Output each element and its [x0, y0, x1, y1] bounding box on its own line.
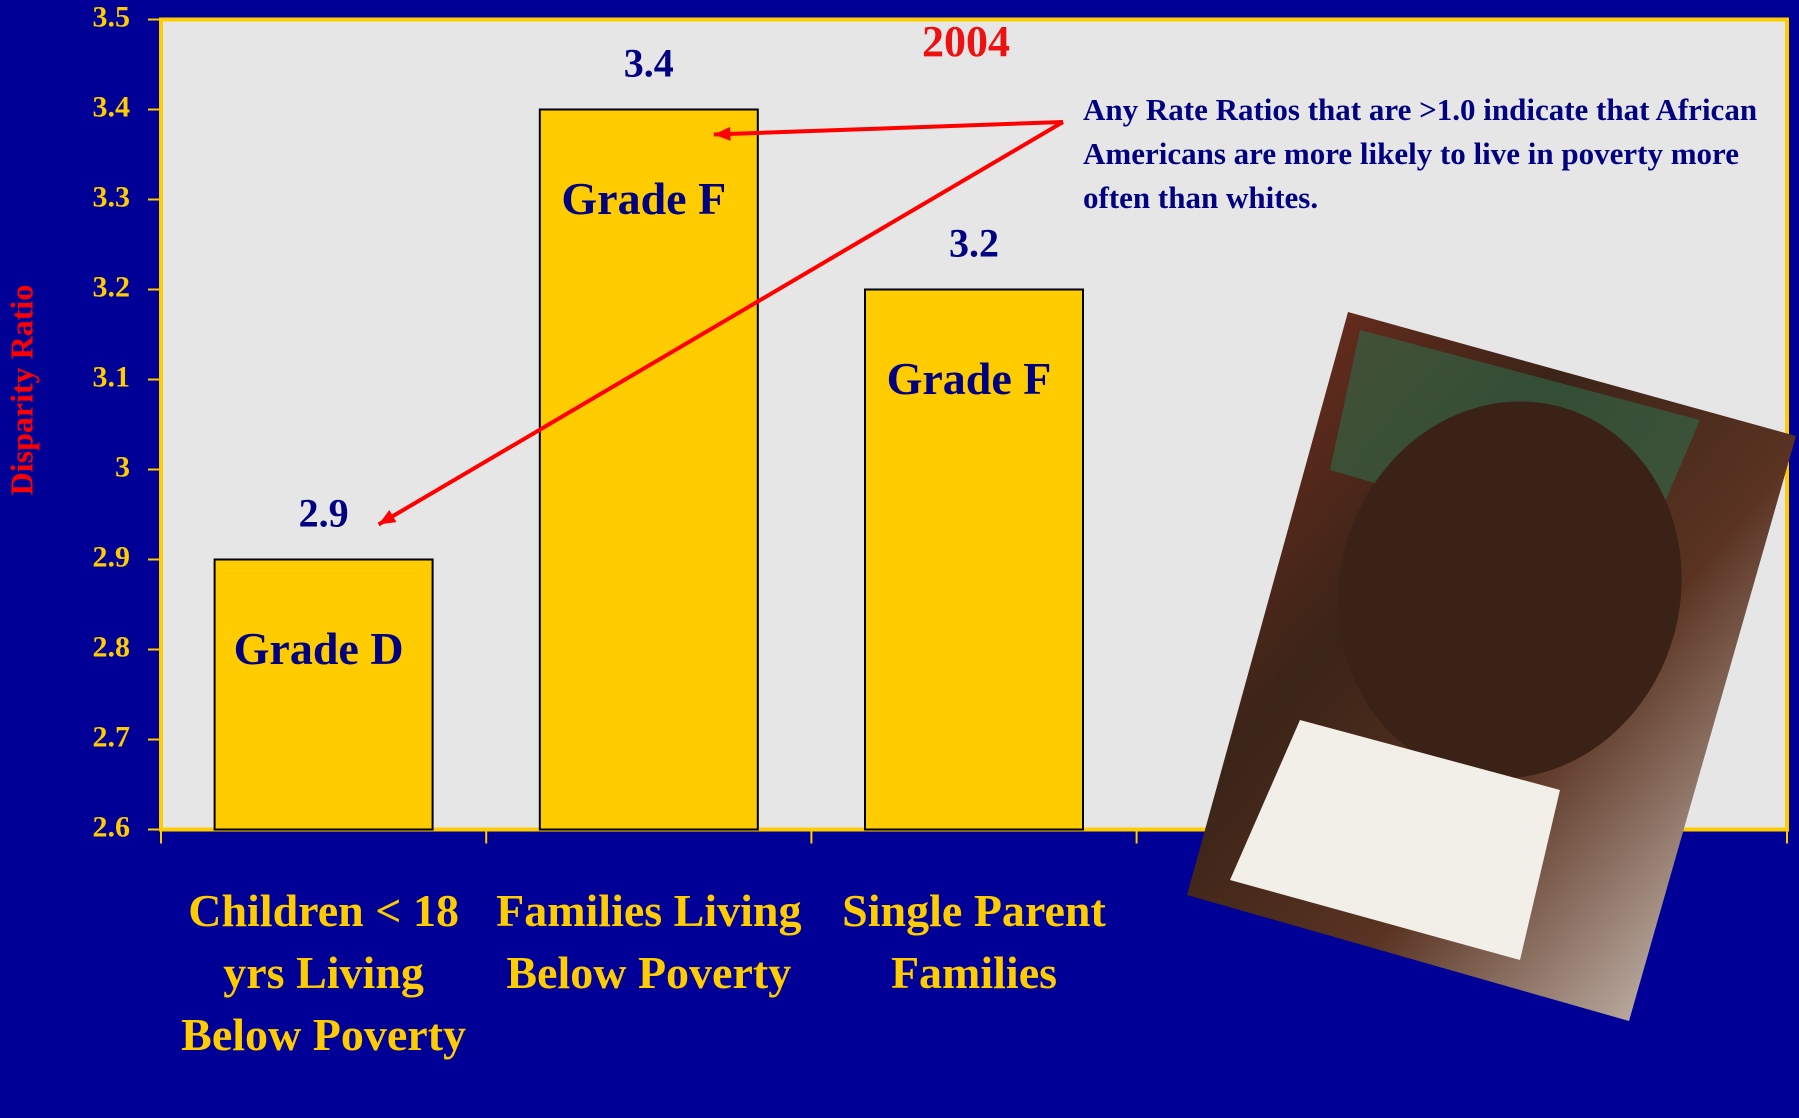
bar: [213, 558, 434, 831]
y-tick-label: 2.6: [93, 810, 131, 843]
value-label: 3.4: [624, 41, 674, 86]
y-tick-label: 3: [115, 450, 130, 483]
arrow-line: [377, 120, 1065, 527]
y-tick-label: 2.7: [93, 720, 131, 753]
value-label: 2.9: [299, 491, 349, 536]
y-tick-label: 3.4: [93, 90, 131, 123]
arrow-head: [378, 510, 397, 525]
photo-sweater: [1230, 720, 1560, 960]
y-tick-label: 2.8: [93, 630, 131, 663]
bar-annotation: Grade F: [886, 352, 1052, 404]
bar-annotation: Grade F: [561, 172, 727, 224]
y-tick-label: 2.9: [93, 540, 131, 573]
y-axis-label: Disparity Ratio: [3, 285, 39, 496]
bar-annotation: Grade D: [233, 622, 404, 674]
x-tick-label: Single Parent Families: [842, 884, 1106, 998]
bar: [538, 108, 759, 831]
x-tick-label: Families Living Below Poverty: [496, 884, 802, 998]
arrow-line: [713, 120, 1064, 137]
bar: [864, 288, 1084, 831]
y-tick-label: 3.1: [93, 360, 131, 393]
arrow-head: [713, 126, 731, 141]
y-tick-label: 3.3: [93, 180, 131, 213]
annotation: Any Rate Ratios that are >1.0 indicate t…: [1083, 92, 1758, 215]
subtitle: 2004: [922, 17, 1010, 66]
value-label: 3.2: [949, 221, 999, 266]
y-tick-label: 3.5: [93, 0, 131, 33]
photo: [1187, 312, 1796, 1021]
y-tick-label: 3.2: [93, 270, 131, 303]
x-tick-label: Children < 18 yrs Living Below Poverty: [181, 884, 467, 1060]
photo-face: [1338, 401, 1682, 779]
